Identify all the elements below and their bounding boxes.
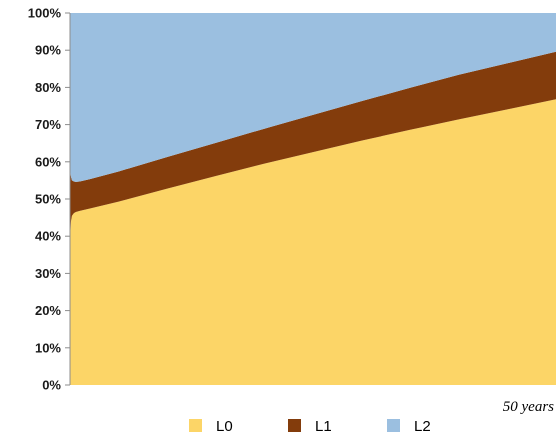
y-tick-label: 0% bbox=[42, 378, 61, 393]
legend-label: L2 bbox=[414, 418, 431, 435]
y-tick-label: 60% bbox=[35, 154, 61, 169]
y-axis: 0% 10% 20% 30% 40% 50% 60% 70% 80% 90% 100% bbox=[28, 6, 71, 393]
y-tick-label: 30% bbox=[35, 266, 61, 281]
plot-areas bbox=[70, 13, 556, 386]
y-tick-label: 100% bbox=[28, 6, 62, 21]
legend-swatch bbox=[387, 419, 400, 432]
legend: L0 L1 L2 bbox=[189, 418, 431, 435]
legend-item-l0: L0 bbox=[189, 418, 233, 435]
area-series-l2 bbox=[70, 13, 556, 182]
legend-swatch bbox=[189, 419, 202, 432]
area-series-l1 bbox=[70, 51, 556, 240]
y-tick-label: 40% bbox=[35, 229, 61, 244]
x-axis-caption: 50 years bbox=[503, 399, 554, 415]
legend-label: L0 bbox=[216, 418, 233, 435]
y-tick-label: 10% bbox=[35, 340, 61, 355]
y-tick-label: 20% bbox=[35, 303, 61, 318]
y-tick-label: 70% bbox=[35, 117, 61, 132]
y-tick-label: 50% bbox=[35, 192, 61, 207]
legend-item-l1: L1 bbox=[288, 418, 332, 435]
legend-swatch bbox=[288, 419, 301, 432]
area-series-l0 bbox=[70, 99, 556, 386]
y-tick-label: 80% bbox=[35, 80, 61, 95]
y-tick-label: 90% bbox=[35, 43, 61, 58]
legend-label: L1 bbox=[315, 418, 332, 435]
legend-item-l2: L2 bbox=[387, 418, 431, 435]
